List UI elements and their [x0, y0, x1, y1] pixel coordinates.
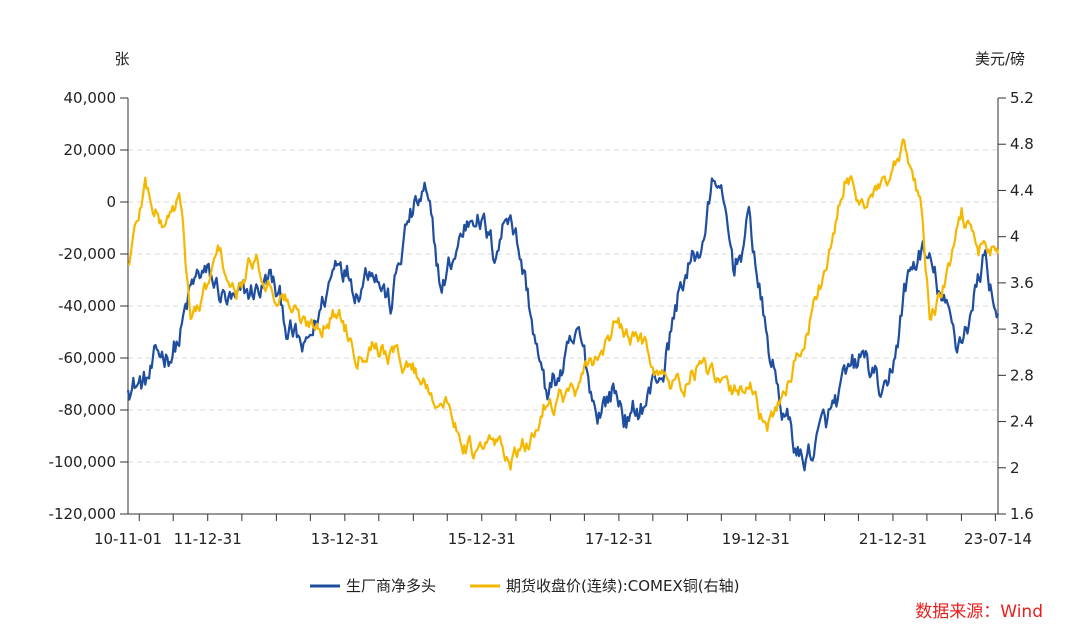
- left-axis-tick-label: -60,000: [58, 349, 116, 367]
- left-axis-unit: 张: [114, 50, 129, 68]
- right-axis-tick-label: 3.6: [1010, 274, 1034, 292]
- x-axis-tick-label: 17-12-31: [585, 530, 653, 548]
- right-axis-tick-label: 4: [1010, 228, 1020, 246]
- series-line-comex-copper: [127, 138, 1000, 471]
- left-axis-tick-label: -120,000: [49, 505, 116, 523]
- right-axis-unit: 美元/磅: [975, 50, 1025, 68]
- right-axis-tick-label: 3.2: [1010, 320, 1034, 338]
- legend-label-copper: 期货收盘价(连续):COMEX铜(右轴): [506, 577, 739, 595]
- right-axis-tick-label: 2: [1010, 459, 1020, 477]
- axes: 40,000 20,000 0 -20,000 -40,000 -60,000 -80,00…: [49, 89, 1034, 548]
- x-axis-tick-label: 19-12-31: [722, 530, 790, 548]
- x-axis-tick-label: 13-12-31: [311, 530, 379, 548]
- right-axis-tick-label: 4.4: [1010, 181, 1034, 199]
- left-axis-tick-label: 20,000: [64, 141, 117, 159]
- x-axis-tick-label: 10-11-01: [94, 530, 162, 548]
- right-axis-tick-label: 4.8: [1010, 135, 1034, 153]
- right-axis-tick-label: 2.4: [1010, 413, 1034, 431]
- x-axis-tick-label: 23-07-14: [964, 530, 1032, 548]
- left-axis-tick-label: 40,000: [64, 89, 117, 107]
- left-axis-tick-label: -80,000: [58, 401, 116, 419]
- right-axis-tick-label: 1.6: [1010, 505, 1034, 523]
- right-axis-tick-label: 2.8: [1010, 366, 1034, 384]
- gridlines: [128, 149, 998, 463]
- left-axis-tick-label: -20,000: [58, 245, 116, 263]
- legend-label-producer: 生厂商净多头: [346, 577, 436, 595]
- legend: 生厂商净多头 期货收盘价(连续):COMEX铜(右轴): [310, 577, 739, 595]
- series-line-producer-net-long: [126, 177, 1000, 472]
- left-axis-tick-label: -40,000: [58, 297, 116, 315]
- left-axis-tick-label: -100,000: [49, 453, 116, 471]
- right-axis-tick-label: 5.2: [1010, 89, 1034, 107]
- data-source: 数据来源：Wind: [915, 602, 1043, 622]
- x-axis-tick-label: 11-12-31: [174, 530, 242, 548]
- x-axis-tick-label: 21-12-31: [859, 530, 927, 548]
- x-axis-tick-label: 15-12-31: [448, 530, 516, 548]
- series-lines: [126, 138, 1000, 472]
- left-axis-tick-label: 0: [106, 193, 116, 211]
